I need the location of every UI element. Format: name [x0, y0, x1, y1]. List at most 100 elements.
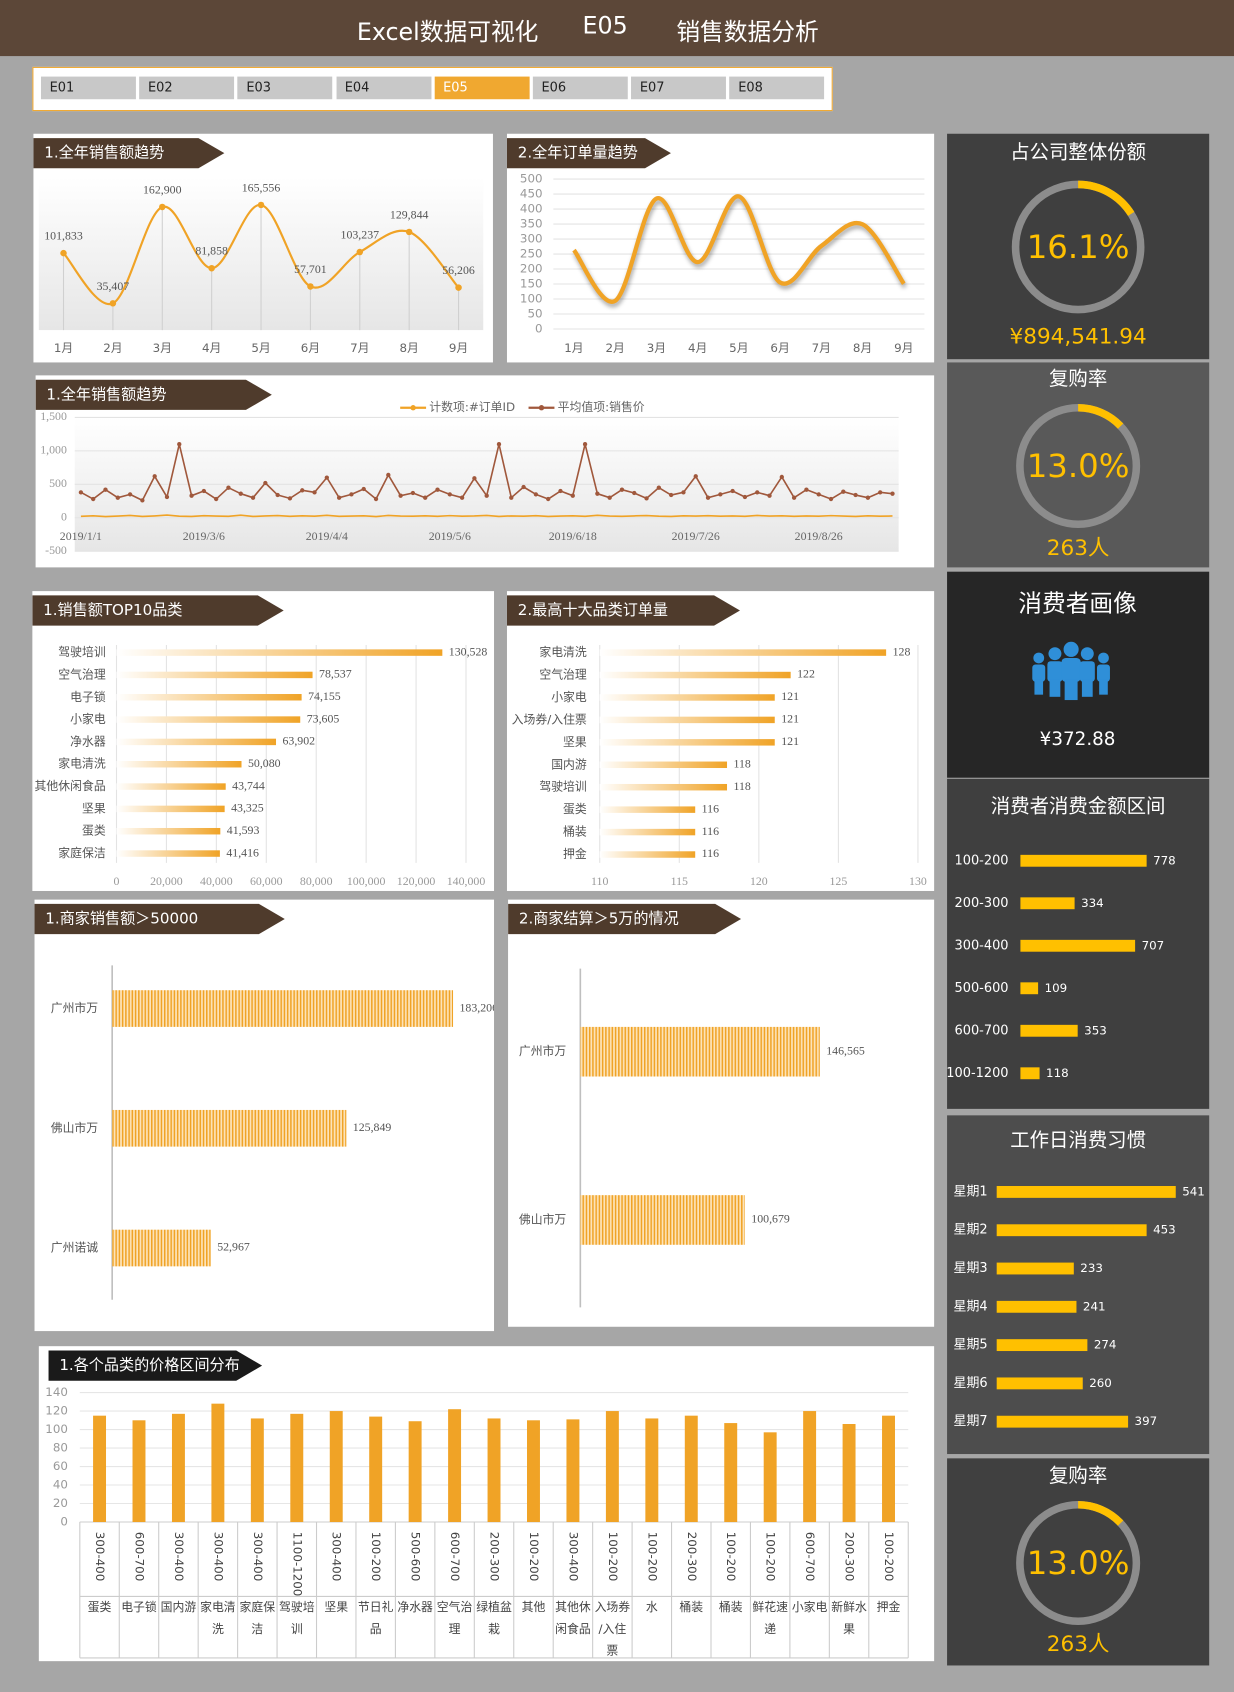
marker [177, 442, 182, 447]
x-tick-label: 1月 [54, 341, 73, 355]
tab[interactable]: E05 [434, 76, 530, 100]
value-label: 116 [702, 846, 719, 860]
x-tick-label: 电子锁 [121, 1600, 157, 1614]
chart-panel: 1.商家销售额＞50000 广州市万 183,206 佛山市万 125,849 广州诺诚 5… [34, 899, 495, 1332]
x-sub-label: 200-300 [685, 1532, 699, 1582]
y-tick-label: 80 [53, 1441, 68, 1455]
bar [996, 1262, 1074, 1275]
chart-title: 复购率 [1049, 367, 1107, 390]
bar [116, 694, 302, 701]
bar [93, 1415, 107, 1523]
y-tick-label: 100 [520, 292, 543, 306]
marker [595, 491, 600, 496]
x-sub-label: 300-400 [330, 1532, 344, 1582]
value-label: 146,565 [826, 1043, 865, 1057]
marker [214, 496, 219, 502]
marker [152, 474, 157, 479]
bar [116, 738, 277, 746]
tab[interactable]: E07 [631, 76, 727, 100]
tab[interactable]: E01 [40, 76, 136, 100]
marker [127, 492, 133, 497]
bar [116, 671, 313, 679]
bar [599, 783, 728, 791]
y-tick-label: 1,500 [40, 409, 67, 423]
y-tick-label: 坚果 [563, 735, 587, 749]
marker [361, 486, 366, 492]
line [572, 194, 906, 304]
value-label: 43,325 [231, 801, 264, 815]
gauge-ring [1016, 1500, 1141, 1626]
chart: 占公司整体份额 16.1% ¥894,541.94 [1010, 141, 1147, 350]
x-tick-label: 110 [591, 874, 608, 888]
value-label: 73,605 [307, 711, 340, 725]
chart: 1.销售额TOP10品类 0 20,000 40,000 60,000 80,000 100… [32, 595, 487, 888]
y-tick-label: 300-400 [954, 938, 1008, 953]
marker [423, 495, 428, 500]
x-tick-label: 新鲜水果 [831, 1600, 867, 1636]
value-label: 41,416 [226, 845, 259, 859]
y-tick-label: 家庭保洁 [58, 846, 106, 860]
y-tick-label: 0 [60, 1515, 68, 1529]
y-tick-label: 坚果 [82, 801, 106, 815]
marker [398, 493, 403, 498]
header-code: E05 [582, 12, 628, 40]
y-tick-label: 净水器 [70, 734, 106, 748]
x-tick-label: 桶装 [679, 1600, 703, 1614]
title-tag [506, 595, 740, 626]
marker [189, 493, 194, 498]
chart-title: 1.各个品类的价格区间分布 [59, 1356, 239, 1374]
marker [865, 495, 871, 500]
bar [645, 1418, 659, 1523]
bar [566, 1419, 580, 1523]
bar [1020, 897, 1075, 910]
chart-title: 1.全年销售额趋势 [46, 385, 166, 403]
tab[interactable]: E06 [532, 76, 628, 100]
marker [435, 487, 440, 492]
value-label: 74,155 [308, 689, 341, 703]
tab[interactable]: E08 [729, 76, 825, 100]
value-label: 129,844 [390, 207, 429, 221]
x-tick-label: 7月 [350, 341, 369, 355]
y-tick-label: 120 [45, 1404, 68, 1418]
x-tick-label: 7月 [812, 341, 831, 355]
marker [164, 494, 170, 500]
marker [804, 487, 809, 492]
tab[interactable]: E03 [237, 76, 333, 100]
gauge-ring [1011, 180, 1145, 314]
line [62, 203, 460, 306]
marker [730, 488, 735, 494]
value-label: 56,206 [442, 263, 475, 277]
value-label: 41,593 [227, 823, 260, 837]
gauge-caption: 263人 [1047, 536, 1110, 561]
tab[interactable]: E02 [139, 76, 235, 100]
bar [116, 649, 443, 656]
bar [996, 1300, 1077, 1313]
x-tick-label: 其他 [522, 1600, 546, 1614]
x-tick-label: 40,000 [200, 874, 233, 888]
legend-swatch [538, 405, 545, 411]
x-sub-label: 300-400 [251, 1532, 265, 1582]
value-label: 241 [1083, 1299, 1106, 1313]
y-tick-label: 0 [61, 509, 67, 523]
marker [410, 490, 416, 496]
y-tick-label: 蛋类 [563, 802, 587, 816]
y-tick-label: 200 [520, 262, 543, 276]
chart: 复购率 13.0% 263人 [1016, 367, 1141, 561]
legend-label: 平均值项:销售价 [558, 400, 645, 414]
marker [546, 496, 551, 502]
bar [882, 1415, 895, 1523]
value-label: 233 [1080, 1261, 1103, 1275]
x-sub-label: 200-300 [843, 1532, 857, 1582]
bar [116, 827, 221, 835]
bar [1020, 939, 1136, 952]
value-label: 118 [733, 779, 750, 793]
tab[interactable]: E04 [336, 76, 432, 100]
x-tick-label: 其他休闲食品 [555, 1600, 591, 1636]
x-sub-label: 300-400 [172, 1532, 186, 1582]
y-tick-label: 150 [520, 277, 543, 291]
marker [828, 496, 834, 502]
bar [599, 649, 887, 656]
y-tick-label: 家电清洗 [58, 757, 106, 771]
y-tick-label: 450 [520, 187, 543, 201]
x-tick-label: 2019/4/4 [306, 529, 348, 543]
